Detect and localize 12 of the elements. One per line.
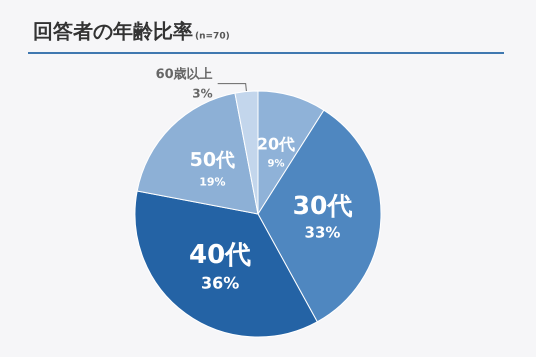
data-label: 3% (192, 86, 213, 101)
data-label: 33% (304, 224, 340, 242)
slice-label: 30代 (292, 191, 352, 220)
chart-subtitle: (n=70) (195, 32, 230, 42)
slice-label: 20代 (256, 134, 296, 154)
chart-title: 回答者の年齢比率 (33, 19, 193, 43)
slice-label: 40代 (188, 240, 252, 270)
data-label: 36% (200, 274, 240, 293)
slice-label: 60歳以上 (156, 67, 213, 82)
slice-label: 50代 (190, 148, 236, 171)
data-label: 9% (268, 158, 284, 170)
data-label: 19% (199, 175, 226, 188)
